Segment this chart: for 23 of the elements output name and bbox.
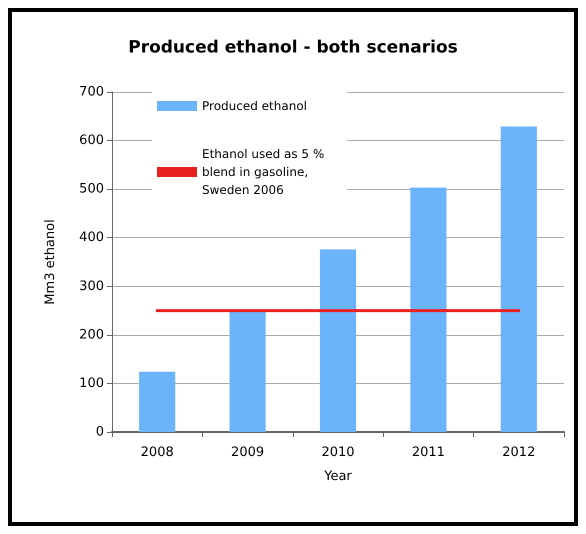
y-tick-label: 100 xyxy=(79,376,104,391)
y-axis-title: Mm3 ethanol xyxy=(43,219,58,305)
x-axis-title: Year xyxy=(323,469,352,484)
y-tick-label: 400 xyxy=(79,230,104,246)
bar xyxy=(410,188,446,432)
bar xyxy=(500,126,537,432)
y-tick-label: 600 xyxy=(79,133,104,148)
chart-title: Produced ethanol - both scenarios xyxy=(128,38,458,58)
x-tick-label: 2008 xyxy=(140,445,174,460)
x-tick-label: 2012 xyxy=(502,445,536,460)
y-tick-label: 0 xyxy=(96,424,104,440)
bar xyxy=(139,372,176,432)
bar xyxy=(320,249,356,432)
x-tick-label: 2011 xyxy=(412,445,445,460)
y-tick-label: 300 xyxy=(79,278,104,294)
y-tick-label: 700 xyxy=(79,84,104,100)
y-tick-label: 200 xyxy=(79,327,104,342)
y-tick-label: 500 xyxy=(79,182,104,197)
x-tick-label: 2009 xyxy=(231,445,264,460)
x-tick-label: 2010 xyxy=(321,445,355,460)
bar xyxy=(230,310,266,432)
legend-label: Ethanol used as 5 % blend in gasoline, Sweden 2006 xyxy=(202,147,328,197)
legend-label: Produced ethanol xyxy=(202,99,307,113)
